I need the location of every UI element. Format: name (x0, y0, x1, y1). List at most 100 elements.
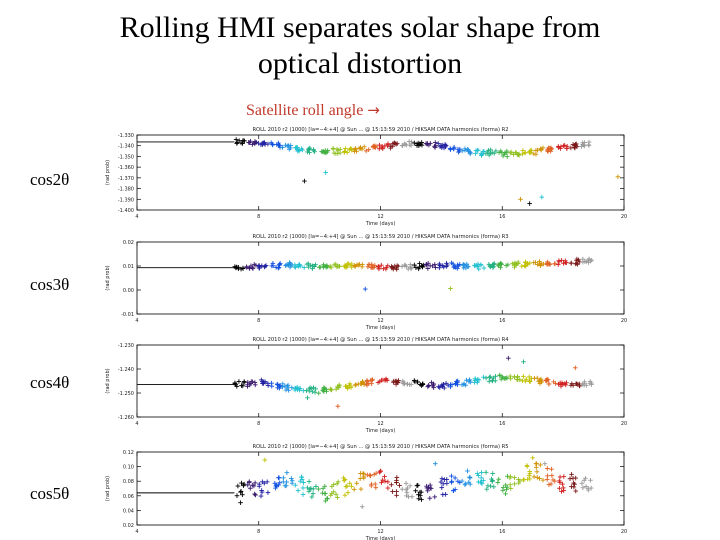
data-point (324, 263, 330, 268)
data-point (372, 481, 378, 487)
data-point (356, 262, 361, 268)
outlier-point (305, 395, 310, 401)
data-point (522, 263, 527, 268)
data-point (449, 473, 454, 479)
data-point (531, 151, 537, 157)
data-point (455, 262, 460, 268)
panel-header: ROLL 2010 r2 (1000) [la=−4:+4] @ Sun ...… (252, 127, 508, 133)
data-point (364, 382, 370, 388)
data-point (240, 141, 245, 146)
data-point (499, 261, 504, 267)
data-point (481, 478, 486, 483)
data-point (334, 264, 340, 270)
data-point (352, 264, 358, 269)
data-point (384, 378, 390, 383)
outlier-point (518, 196, 523, 202)
data-point (309, 263, 315, 269)
data-point (289, 385, 295, 390)
data-point (311, 148, 316, 153)
data-point (453, 381, 459, 386)
data-point (409, 494, 415, 499)
data-point (440, 481, 446, 487)
data-point (357, 476, 363, 481)
data-point (366, 147, 372, 152)
x-axis-label: Time (days) (365, 536, 396, 540)
data-point (520, 151, 525, 157)
data-point (330, 146, 336, 152)
data-point (559, 489, 564, 494)
data-point (443, 492, 448, 497)
y-axis-label: (rad prob) (105, 368, 111, 393)
data-point (425, 266, 431, 271)
data-point (256, 481, 262, 487)
data-point (335, 479, 341, 485)
data-point (441, 381, 446, 387)
data-point (411, 378, 417, 383)
data-point (300, 147, 305, 153)
data-point (588, 485, 594, 491)
data-point (297, 386, 303, 391)
data-point (516, 152, 521, 158)
data-point (534, 461, 539, 466)
data-point (331, 489, 337, 495)
data-point (575, 262, 580, 267)
data-point (252, 491, 257, 497)
data-point (349, 484, 354, 489)
data-point (345, 384, 350, 390)
data-point (571, 480, 576, 486)
data-point (573, 488, 579, 494)
data-point (520, 378, 525, 384)
data-point (550, 477, 556, 483)
data-point (476, 377, 482, 383)
data-point (295, 148, 301, 154)
data-point (336, 382, 342, 388)
data-point (511, 152, 516, 157)
data-point (491, 150, 497, 156)
data-point (250, 142, 255, 147)
data-point (544, 466, 550, 471)
x-tick-label: 8 (257, 421, 260, 427)
data-point (394, 141, 400, 146)
data-point (564, 146, 570, 151)
plot-frame (136, 241, 625, 315)
data-point (413, 488, 418, 494)
slide-title: Rolling HMI separates solar shape from o… (60, 10, 660, 82)
data-point (305, 485, 310, 491)
data-point (351, 487, 357, 492)
data-point (568, 383, 574, 388)
data-point (317, 264, 322, 270)
data-point (443, 144, 448, 150)
outlier-point (573, 365, 578, 371)
data-point (527, 150, 533, 156)
data-point (559, 258, 564, 263)
data-point (427, 482, 433, 488)
data-point (588, 477, 593, 483)
y-tick-label: 0.04 (123, 508, 134, 514)
data-point (441, 385, 447, 391)
y-axis-label: (rad prob) (105, 265, 111, 290)
roll-angle-label: Satellite roll angle → (246, 101, 380, 120)
data-point (240, 383, 246, 389)
data-point (300, 492, 306, 497)
data-point (450, 261, 456, 267)
data-point (496, 263, 502, 269)
x-tick-label: 20 (621, 529, 627, 535)
data-point (552, 261, 557, 267)
data-point (543, 378, 549, 383)
data-point (558, 382, 564, 387)
data-point (475, 471, 480, 476)
data-point (571, 484, 577, 490)
right-arrow-icon: → (367, 101, 380, 119)
y-tick-label: 0.12 (123, 450, 134, 456)
data-point (293, 145, 298, 151)
data-point (328, 387, 334, 393)
data-point (476, 473, 481, 478)
y-axis-label: (rad prob) (105, 476, 111, 501)
data-point (532, 375, 537, 381)
data-point (389, 264, 394, 269)
data-point (549, 466, 554, 472)
data-point (586, 260, 591, 265)
data-point (299, 474, 305, 480)
data-point (389, 482, 394, 488)
data-point (560, 485, 566, 491)
